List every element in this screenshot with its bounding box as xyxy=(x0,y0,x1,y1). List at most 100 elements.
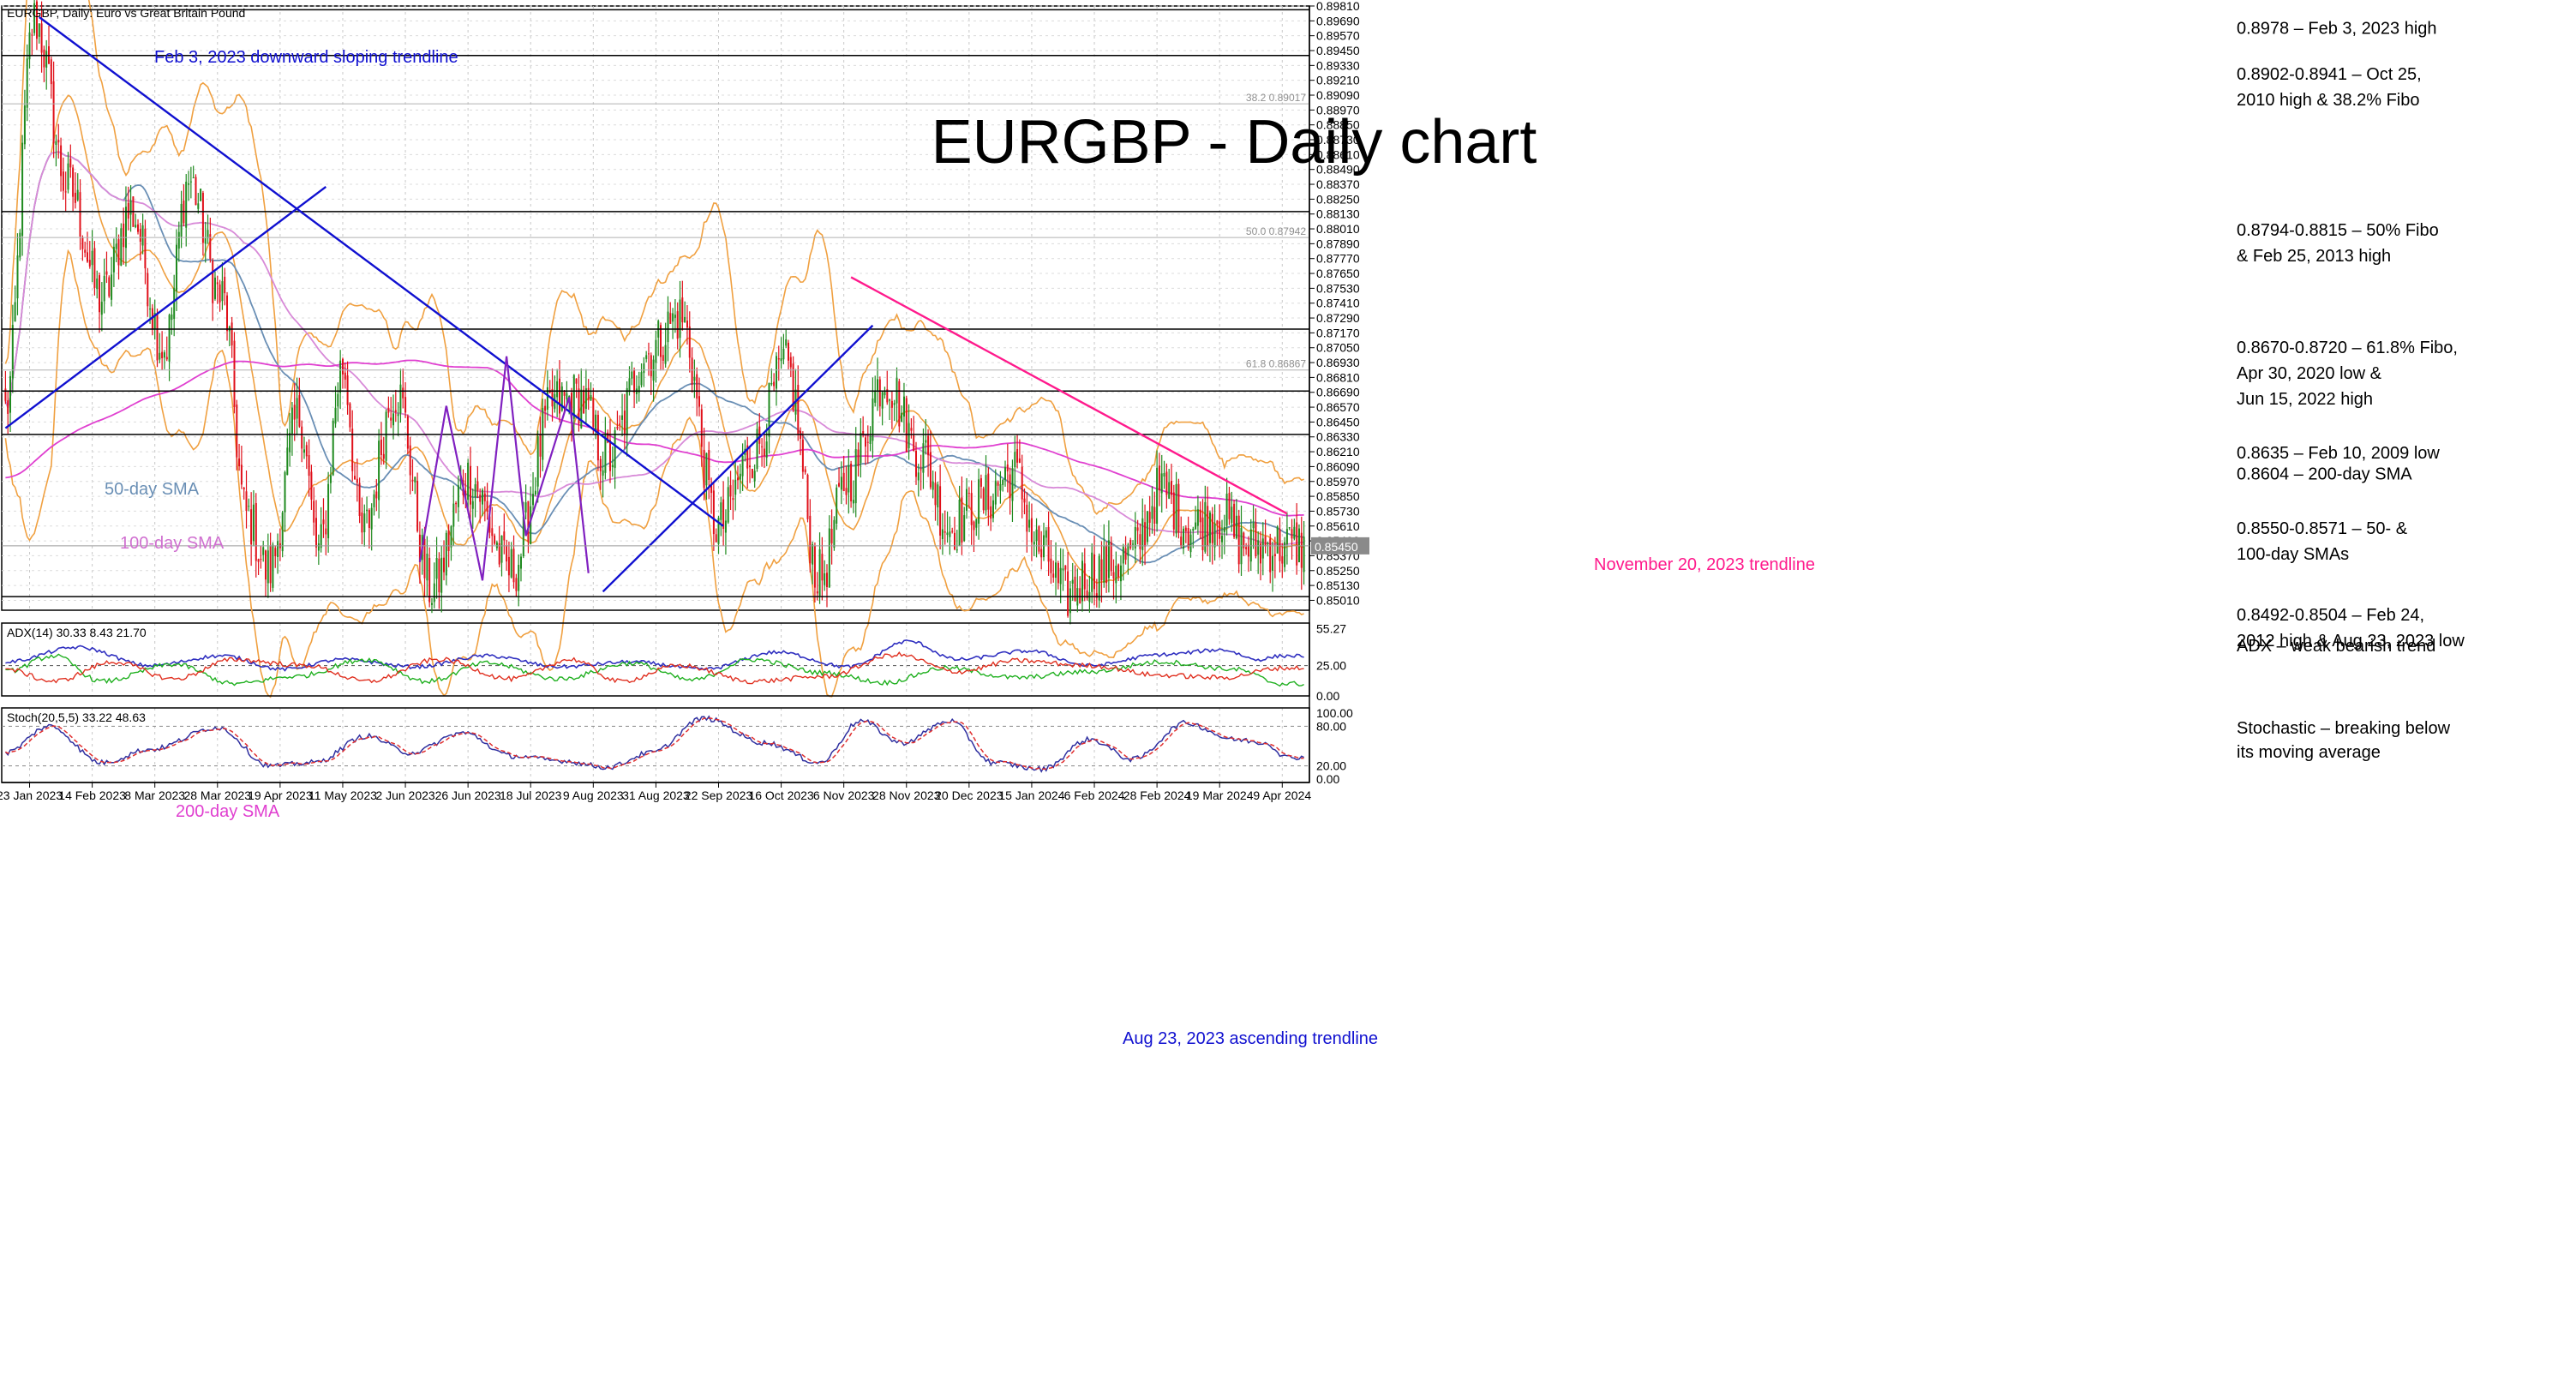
candle-body xyxy=(698,396,700,407)
candle-body xyxy=(734,479,737,495)
candle-body xyxy=(1014,452,1016,468)
candle-body xyxy=(812,544,814,565)
candle-body xyxy=(438,558,440,593)
candle-body xyxy=(224,276,226,294)
candle-body xyxy=(607,432,609,443)
price-tick-label: 0.85610 xyxy=(1316,519,1360,533)
stochastic-note: its moving average xyxy=(2237,743,2381,762)
candle-body xyxy=(495,542,498,549)
candle-body xyxy=(216,282,219,285)
candle-body xyxy=(64,191,67,193)
candle-body xyxy=(854,449,857,504)
adx-tick-label: 25.00 xyxy=(1316,659,1346,673)
level-label: 2010 high & 38.2% Fibo xyxy=(2237,91,2420,110)
candle-body xyxy=(638,386,640,393)
candle-body xyxy=(816,591,818,594)
chart-title: EURGBP - Daily chart xyxy=(932,108,1537,177)
date-tick-label: 2 Jun 2023 xyxy=(375,788,434,802)
date-tick-label: 9 Apr 2024 xyxy=(1253,788,1311,802)
candle-body xyxy=(245,491,248,512)
candle-body xyxy=(650,355,652,377)
price-tick-label: 0.87170 xyxy=(1316,326,1360,339)
candle-body xyxy=(1069,588,1071,614)
candle-body xyxy=(265,550,267,580)
candle-body xyxy=(1221,536,1223,543)
candle-body xyxy=(72,167,75,197)
candle-body xyxy=(1083,563,1086,590)
candle-body xyxy=(69,159,72,168)
candle-body xyxy=(440,557,443,593)
candle-body xyxy=(346,375,349,405)
candle-body xyxy=(922,443,925,473)
candle-body xyxy=(780,358,782,362)
candle-body xyxy=(231,322,233,346)
candle-body xyxy=(435,558,438,579)
candle-body xyxy=(243,488,245,489)
candle-body xyxy=(9,375,11,413)
trendline-annotation: Aug 23, 2023 ascending trendline xyxy=(1123,1029,1378,1048)
bollinger-middle-band xyxy=(4,94,1304,585)
candle-body xyxy=(1124,548,1127,561)
trendline-annotation: 200-day SMA xyxy=(176,802,280,821)
candle-body xyxy=(36,1,38,39)
candle-body xyxy=(621,415,623,420)
candle-body xyxy=(1127,544,1129,556)
candle-body xyxy=(1273,554,1276,556)
candle-body xyxy=(135,225,137,228)
candle-body xyxy=(204,238,207,244)
candle-body xyxy=(399,384,402,414)
candle-body xyxy=(1009,474,1011,499)
candle-body xyxy=(325,528,327,535)
candle-body xyxy=(274,548,277,556)
candle-body xyxy=(452,503,455,527)
date-tick-label: 6 Nov 2023 xyxy=(813,788,875,802)
candle-body xyxy=(753,471,756,482)
candle-body xyxy=(626,387,628,435)
candle-body xyxy=(317,543,320,551)
candle-body xyxy=(729,485,732,497)
trendlines xyxy=(4,16,1288,593)
candle-body xyxy=(14,302,16,321)
candle-body xyxy=(830,529,833,544)
candle-body xyxy=(1171,481,1172,495)
candle-body xyxy=(334,407,337,424)
candle-body xyxy=(74,192,76,203)
date-tick-label: 6 Feb 2024 xyxy=(1064,788,1125,802)
candle-body xyxy=(611,465,614,467)
candle-body xyxy=(161,351,164,358)
candle-body xyxy=(510,549,512,578)
candle-body xyxy=(1146,511,1148,543)
candle-body xyxy=(667,311,669,343)
price-tick-label: 0.85010 xyxy=(1316,593,1360,607)
candle-body xyxy=(40,23,43,53)
candle-body xyxy=(390,417,392,421)
candle-body xyxy=(298,395,301,427)
candle-body xyxy=(1035,529,1038,542)
candle-body xyxy=(382,453,385,459)
candle-body xyxy=(329,475,332,483)
date-tick-label: 26 Jun 2023 xyxy=(435,788,501,802)
candle-body xyxy=(26,58,28,108)
date-tick-label: 19 Mar 2024 xyxy=(1186,788,1254,802)
candle-body xyxy=(207,230,209,239)
candle-body xyxy=(159,352,161,360)
price-tick-label: 0.86690 xyxy=(1316,386,1360,399)
candle-body xyxy=(889,399,891,401)
candle-body xyxy=(568,396,571,399)
candle-body xyxy=(741,455,744,477)
candle-body xyxy=(315,518,317,548)
candle-body xyxy=(975,519,978,528)
support-resistance-levels xyxy=(2,9,1309,597)
candle-body xyxy=(1110,542,1112,572)
candle-body xyxy=(1219,521,1221,539)
candle-body xyxy=(848,465,850,493)
date-tick-label: 16 Oct 2023 xyxy=(748,788,813,802)
price-tick-label: 0.89090 xyxy=(1316,88,1360,102)
price-tick-label: 0.87650 xyxy=(1316,267,1360,280)
candle-body xyxy=(660,325,662,357)
candle-body xyxy=(1235,515,1237,539)
candle-body xyxy=(572,375,575,419)
candle-body xyxy=(944,531,946,533)
